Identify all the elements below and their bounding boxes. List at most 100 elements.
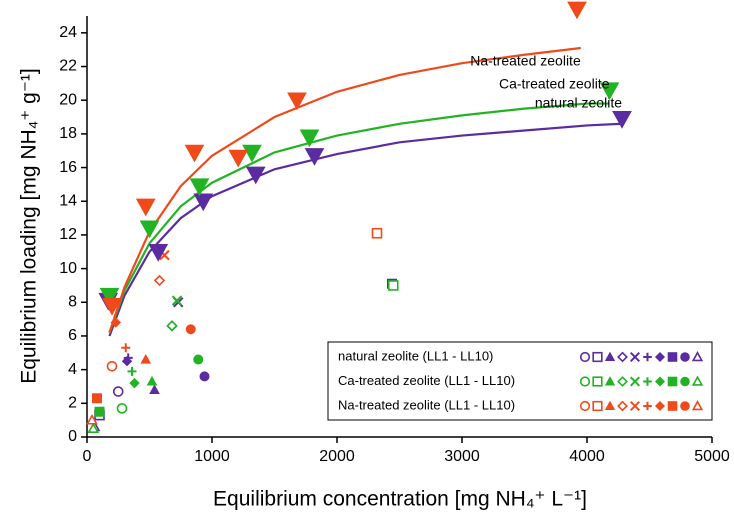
marker [116,403,128,414]
annotation: Ca-treated zeolite [499,75,610,91]
marker [680,401,690,411]
marker [102,297,122,316]
marker [86,414,98,425]
fit-curve [108,122,623,337]
marker [643,401,652,411]
x-axis-title: Equilibrium concentration [mg NH₄⁺ L⁻¹] [213,488,587,511]
marker [140,354,152,364]
marker [629,376,641,387]
marker [680,376,690,387]
marker [654,376,666,387]
marker [242,144,262,163]
marker [579,400,591,412]
marker [654,351,666,363]
marker [617,376,628,387]
marker [99,287,120,306]
marker [87,422,100,433]
y-tick-label: 10 [59,260,77,277]
marker [245,166,266,185]
marker [604,400,616,410]
marker [629,351,641,363]
marker [106,360,118,372]
marker [691,400,704,411]
annotation: Na-treated zeolite [470,53,581,69]
x-tick-label: 1000 [194,448,230,465]
marker [592,400,603,412]
marker [643,377,652,386]
marker [617,351,628,363]
y-tick-label: 4 [68,361,77,378]
x-tick-label: 2000 [319,448,355,465]
marker [129,377,140,389]
fit-curve [108,46,581,333]
x-tick-label: 5000 [694,448,730,465]
legend-label: Ca-treated zeolite (LL1 - LL10) [338,373,515,388]
marker [146,375,158,386]
marker [193,354,204,365]
marker [153,274,166,287]
marker [667,352,678,362]
x-tick-label: 3000 [444,448,480,465]
marker [604,376,616,386]
marker [193,193,214,212]
marker [612,111,632,129]
y-axis-title: Equilibrium loading [mg NH₄⁺ g⁻¹] [18,68,41,384]
marker [184,144,205,163]
marker [199,371,210,382]
marker [110,317,121,328]
y-tick-label: 12 [59,226,77,243]
marker [387,280,399,291]
marker [121,356,133,367]
marker [691,351,704,362]
marker [121,343,131,353]
marker [148,244,169,262]
y-tick-label: 16 [59,159,77,176]
marker [629,400,641,412]
marker [299,129,320,148]
marker [567,1,587,20]
marker [667,401,678,411]
marker [643,352,652,362]
marker [579,376,591,387]
marker [287,92,307,111]
marker [127,366,137,376]
y-tick-label: 6 [68,327,77,344]
y-tick-label: 24 [59,24,77,41]
y-tick-label: 18 [59,125,77,142]
marker [92,393,102,404]
marker [680,352,690,362]
marker [371,227,383,239]
marker [592,376,603,387]
marker [135,198,156,217]
annotation: natural zeolite [535,94,622,110]
marker [592,351,603,363]
marker [139,220,160,239]
marker [667,376,678,387]
fit-curve [108,102,610,333]
y-tick-label: 22 [59,58,77,75]
marker [691,375,704,386]
y-tick-label: 2 [68,395,77,412]
marker [171,295,183,306]
legend-label: Na-treated zeolite (LL1 - LL10) [338,397,515,412]
marker [599,82,620,101]
y-tick-label: 20 [59,91,77,108]
marker [617,400,628,412]
legend-label: natural zeolite (LL1 - LL10) [338,348,493,363]
marker [304,148,325,166]
x-tick-label: 0 [83,448,92,465]
marker [579,351,591,363]
marker [604,351,616,361]
marker [149,384,160,394]
marker [654,400,666,412]
marker [166,320,178,332]
y-tick-label: 0 [68,428,77,445]
y-tick-label: 8 [68,293,77,310]
marker [189,178,210,197]
y-tick-label: 14 [59,192,77,209]
marker [94,406,105,417]
x-tick-label: 4000 [569,448,605,465]
marker [185,324,196,335]
marker [228,149,249,168]
